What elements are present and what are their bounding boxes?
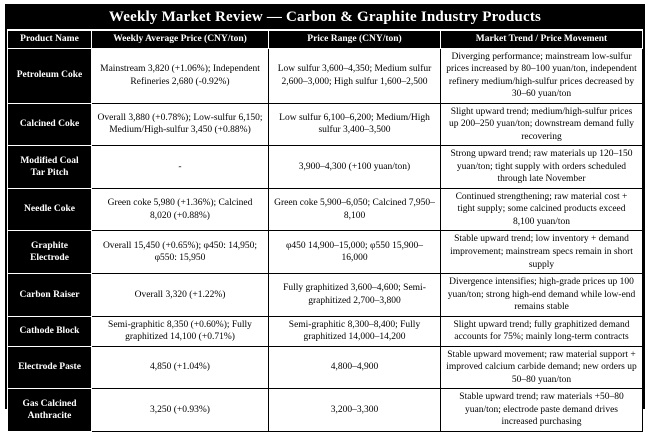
avg-price-cell: Overall 15,450 (+0.65%); φ450: 14,950; φ… xyxy=(91,230,269,275)
table-row: Calcined Coke Overall 3,880 (+0.78%); Lo… xyxy=(7,102,643,147)
table-row: Carbon Raiser Overall 3,320 (+1.22%) Ful… xyxy=(7,273,643,317)
price-range-cell: 3,900–4,300 (+100 yuan/ton) xyxy=(268,145,441,189)
product-name-cell: Electrode Paste xyxy=(7,345,92,390)
trend-cell: Slight upward trend; fully graphitized d… xyxy=(440,315,643,347)
table-row: Graphite Electrode Overall 15,450 (+0.65… xyxy=(7,230,643,275)
market-review-sheet: Weekly Market Review — Carbon & Graphite… xyxy=(5,4,645,432)
price-range-cell: 3,200–3,300 xyxy=(268,388,441,432)
trend-cell: Stable upward trend; raw materials +50–8… xyxy=(440,388,643,432)
price-range-cell: Low sulfur 6,100–6,200; Medium/High sulf… xyxy=(268,102,441,147)
product-name-cell: Modified Coal Tar Pitch xyxy=(7,145,92,189)
avg-price-cell: 4,850 (+1.04%) xyxy=(91,345,269,390)
price-range-cell: Semi-graphitic 8,300–8,400; Fully graphi… xyxy=(268,315,441,347)
products-table: Product Name Weekly Average Price (CNY/t… xyxy=(7,30,643,432)
avg-price-cell: Overall 3,320 (+1.22%) xyxy=(91,273,269,317)
trend-cell: Stable upward trend; low inventory + dem… xyxy=(440,230,643,275)
table-row: Electrode Paste 4,850 (+1.04%) 4,800–4,9… xyxy=(7,345,643,390)
trend-cell: Slight upward trend; medium/high-sulfur … xyxy=(440,102,643,147)
trend-cell: Diverging performance; mainstream low-su… xyxy=(440,47,643,104)
table-row: Modified Coal Tar Pitch - 3,900–4,300 (+… xyxy=(7,145,643,189)
price-range-cell: Green coke 5,900–6,050; Calcined 7,950–8… xyxy=(268,187,441,232)
product-name-cell: Needle Coke xyxy=(7,187,92,232)
table-row: Needle Coke Green coke 5,980 (+1.36%); C… xyxy=(7,187,643,232)
table-row: Petroleum Coke Mainstream 3,820 (+1.06%)… xyxy=(7,47,643,104)
avg-price-cell: Green coke 5,980 (+1.36%); Calcined 8,02… xyxy=(91,187,269,232)
product-name-cell: Cathode Block xyxy=(7,315,92,347)
table-row: Gas Calcined Anthracite 3,250 (+0.93%) 3… xyxy=(7,388,643,432)
price-range-cell: 4,800–4,900 xyxy=(268,345,441,390)
table-row: Cathode Block Semi-graphitic 8,350 (+0.6… xyxy=(7,315,643,347)
product-name-cell: Graphite Electrode xyxy=(7,230,92,275)
price-range-cell: Fully graphitized 3,600–4,600; Semi-grap… xyxy=(268,273,441,317)
avg-price-cell: 3,250 (+0.93%) xyxy=(91,388,269,432)
avg-price-cell: Overall 3,880 (+0.78%); Low-sulfur 6,150… xyxy=(91,102,269,147)
avg-price-cell: - xyxy=(91,145,269,189)
col-header-price-range: Price Range (CNY/ton) xyxy=(268,30,441,49)
product-name-cell: Carbon Raiser xyxy=(7,273,92,317)
product-name-cell: Calcined Coke xyxy=(7,102,92,147)
product-name-cell: Gas Calcined Anthracite xyxy=(7,388,92,432)
price-range-cell: φ450 14,900–15,000; φ550 15,900–16,000 xyxy=(268,230,441,275)
trend-cell: Continued strengthening; raw material co… xyxy=(440,187,643,232)
avg-price-cell: Mainstream 3,820 (+1.06%); Independent R… xyxy=(91,47,269,104)
header-row: Product Name Weekly Average Price (CNY/t… xyxy=(7,30,643,49)
col-header-product-name: Product Name xyxy=(7,30,92,49)
trend-cell: Stable upward movement; raw material sup… xyxy=(440,345,643,390)
price-range-cell: Low sulfur 3,600–4,350; Medium sulfur 2,… xyxy=(268,47,441,104)
avg-price-cell: Semi-graphitic 8,350 (+0.60%); Fully gra… xyxy=(91,315,269,347)
product-name-cell: Petroleum Coke xyxy=(7,47,92,104)
col-header-weekly-average-price: Weekly Average Price (CNY/ton) xyxy=(91,30,269,49)
col-header-market-trend: Market Trend / Price Movement xyxy=(440,30,643,49)
trend-cell: Strong upward trend; raw materials up 12… xyxy=(440,145,643,189)
page-title: Weekly Market Review — Carbon & Graphite… xyxy=(7,6,643,30)
trend-cell: Divergence intensifies; high-grade price… xyxy=(440,273,643,317)
